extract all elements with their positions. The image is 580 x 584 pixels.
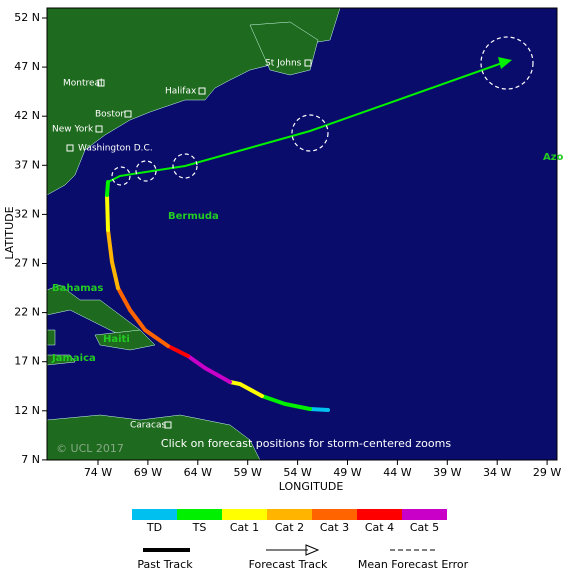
x-tick-label: 54 W bbox=[283, 466, 311, 479]
y-tick-label: 47 N bbox=[14, 60, 40, 73]
scale-label: TS bbox=[192, 521, 207, 534]
x-axis-label: LONGITUDE bbox=[279, 480, 344, 493]
city-marker bbox=[304, 59, 312, 67]
x-tick-label: 49 W bbox=[333, 466, 361, 479]
x-tick-label: 74 W bbox=[84, 466, 112, 479]
y-tick-label: 7 N bbox=[21, 453, 40, 466]
x-tick-label: 64 W bbox=[184, 466, 212, 479]
city-label: St Johns bbox=[265, 59, 302, 69]
x-tick-label: 69 W bbox=[134, 466, 162, 479]
y-tick-label: 42 N bbox=[14, 109, 40, 122]
scale-swatch bbox=[222, 509, 267, 520]
forecast-track bbox=[107, 61, 506, 183]
land bbox=[46, 7, 341, 461]
scale-label: Cat 2 bbox=[275, 521, 304, 534]
y-tick-label: 12 N bbox=[14, 404, 40, 417]
y-tick-label: 22 N bbox=[14, 306, 40, 319]
region-label: Bahamas bbox=[52, 283, 103, 294]
city-label: Washington D.C. bbox=[78, 144, 153, 154]
scale-swatch bbox=[267, 509, 312, 520]
city-marker bbox=[66, 144, 74, 152]
scale-label: Cat 4 bbox=[365, 521, 394, 534]
x-tick-label: 29 W bbox=[533, 466, 561, 479]
city-label: Caracas bbox=[130, 421, 166, 431]
legend-label: Mean Forecast Error bbox=[358, 558, 469, 571]
forecast-arrow-key bbox=[305, 544, 320, 556]
y-axis-label: LATITUDE bbox=[3, 206, 16, 259]
y-tick-label: 37 N bbox=[14, 158, 40, 171]
city-marker bbox=[164, 421, 172, 429]
region-label: Azo bbox=[543, 152, 564, 163]
city-label: Montreal bbox=[63, 79, 103, 89]
scale-swatch bbox=[402, 509, 447, 520]
city-marker bbox=[198, 87, 206, 95]
city-label: Boston bbox=[95, 110, 126, 120]
scale-swatch bbox=[357, 509, 402, 520]
past-track bbox=[105, 180, 330, 412]
scale-swatch bbox=[177, 509, 222, 520]
forecast-error bbox=[111, 36, 534, 186]
note: Click on forecast positions for storm-ce… bbox=[161, 437, 451, 450]
y-tick-label: 52 N bbox=[14, 11, 40, 24]
region-label: Haiti bbox=[103, 334, 130, 345]
scale-swatch bbox=[132, 509, 177, 520]
scale-swatch bbox=[312, 509, 357, 520]
copyright: © UCL 2017 bbox=[56, 442, 124, 455]
scale-label: TD bbox=[146, 521, 162, 534]
x-tick-label: 44 W bbox=[383, 466, 411, 479]
legend-label: Past Track bbox=[137, 558, 193, 571]
city-label: New York bbox=[52, 125, 94, 135]
x-tick-label: 39 W bbox=[433, 466, 461, 479]
y-tick-label: 17 N bbox=[14, 355, 40, 368]
scale-label: Cat 5 bbox=[410, 521, 439, 534]
legend-label: Forecast Track bbox=[249, 558, 328, 571]
scale-label: Cat 1 bbox=[230, 521, 259, 534]
y-tick-label: 32 N bbox=[14, 207, 40, 220]
x-tick-label: 34 W bbox=[483, 466, 511, 479]
city-marker bbox=[124, 110, 132, 118]
forecast-arrow bbox=[498, 57, 512, 69]
city-label: Halifax bbox=[165, 87, 197, 97]
region-label: Jamaica bbox=[51, 353, 96, 364]
city-marker bbox=[95, 125, 103, 133]
y-tick-label: 27 N bbox=[14, 257, 40, 270]
x-tick-label: 59 W bbox=[234, 466, 262, 479]
region-label: Bermuda bbox=[168, 211, 219, 222]
frame bbox=[46, 7, 558, 461]
scale-label: Cat 3 bbox=[320, 521, 349, 534]
city-marker bbox=[97, 79, 105, 87]
